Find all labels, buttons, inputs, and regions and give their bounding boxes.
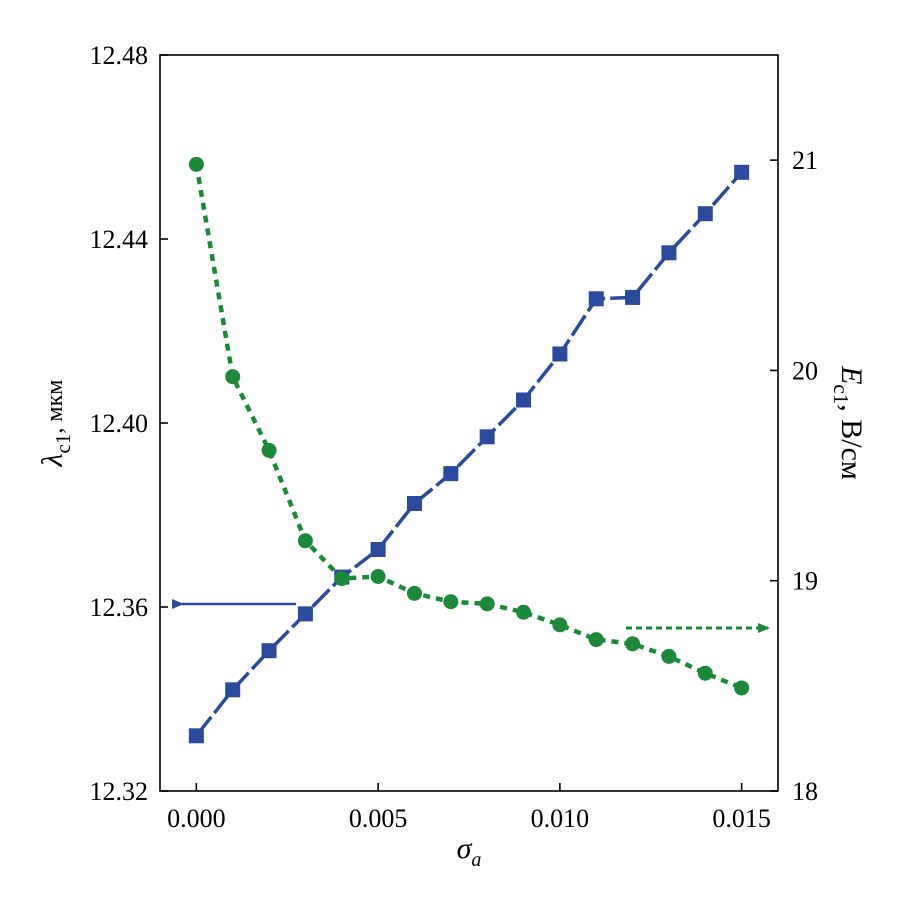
- series-1-point: [479, 596, 495, 612]
- x-axis-ticks: 0.000 0.005 0.010 0.015: [167, 783, 771, 833]
- series-0-point: [625, 289, 641, 305]
- series-0-point: [406, 496, 422, 511]
- series-1-point: [261, 442, 277, 458]
- series-1-point: [734, 680, 750, 696]
- series-1-line: [194, 163, 743, 691]
- series-1-point: [406, 585, 422, 601]
- y-right-tick-label: 20: [792, 356, 818, 385]
- y-left-tick-label: 12.32: [90, 777, 149, 806]
- series-0-point: [297, 606, 313, 622]
- y-left-tick-label: 12.44: [90, 225, 149, 254]
- series-0-point: [516, 392, 532, 408]
- y-right-axis-ticks: 18 19 20 21: [770, 146, 818, 806]
- series-0-point: [261, 643, 277, 659]
- x-tick-label: 0.010: [531, 804, 590, 833]
- series-1-point: [552, 617, 568, 633]
- series-0-point: [661, 245, 677, 261]
- series-0-point: [443, 466, 459, 482]
- series-0-line: [194, 171, 743, 737]
- series-0-point: [370, 542, 386, 557]
- series-1-point: [188, 156, 204, 172]
- series-0-point: [552, 346, 568, 362]
- series-1-point: [625, 636, 641, 652]
- series-layer: [188, 156, 750, 744]
- series-1-point: [588, 632, 604, 648]
- y-left-axis-ticks: 12.32 12.36 12.40 12.44 12.48: [90, 41, 168, 806]
- series-1-point: [443, 594, 459, 610]
- plot-frame: [159, 54, 779, 792]
- x-tick-label: 0.015: [712, 804, 771, 833]
- y-left-axis-title: λc1, мкм: [36, 380, 75, 468]
- y-left-tick-label: 12.40: [90, 409, 149, 438]
- series-0-point: [225, 682, 241, 698]
- y-right-tick-label: 19: [792, 567, 818, 596]
- x-tick-label: 0.000: [167, 804, 226, 833]
- series-0-point: [588, 291, 604, 307]
- y-right-axis-title: Ec1, В/см: [829, 365, 868, 480]
- series-0-point: [734, 164, 750, 180]
- series-1-point: [697, 665, 713, 681]
- series-0-point: [479, 429, 495, 445]
- x-tick-label: 0.005: [349, 804, 408, 833]
- series-1-point: [297, 533, 313, 549]
- series-1-point: [225, 369, 241, 385]
- series-1-point: [516, 604, 532, 620]
- series-1-point: [370, 569, 386, 585]
- series-1-point: [334, 571, 350, 587]
- y-left-tick-label: 12.36: [90, 593, 149, 622]
- y-left-tick-label: 12.48: [90, 41, 149, 70]
- series-1-point: [661, 648, 677, 664]
- y-right-tick-label: 18: [792, 777, 818, 806]
- x-axis-title: σa: [457, 832, 482, 871]
- y-right-tick-label: 21: [792, 146, 818, 175]
- series-0-point: [188, 728, 204, 744]
- series-0-point: [697, 206, 713, 222]
